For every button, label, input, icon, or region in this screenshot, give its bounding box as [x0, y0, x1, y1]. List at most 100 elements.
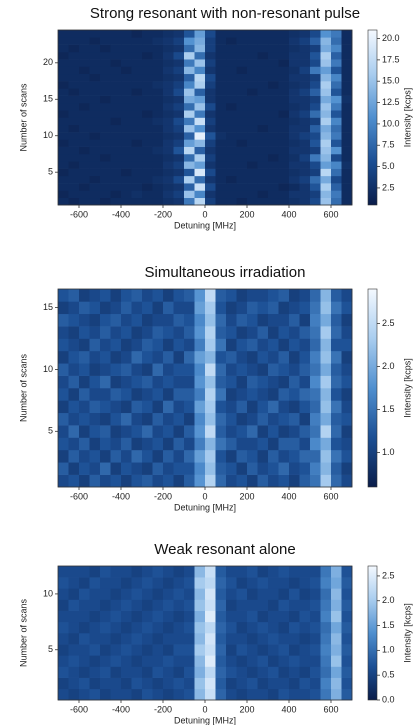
heatmap-cell — [142, 437, 153, 451]
heatmap-cell — [278, 30, 290, 38]
x-tick-label: -400 — [112, 209, 130, 219]
heatmap-cell — [205, 610, 216, 623]
heatmap-cell — [289, 437, 300, 451]
heatmap-cell — [320, 73, 332, 82]
heatmap-cell — [299, 363, 311, 376]
heatmap-cell — [268, 599, 279, 611]
heatmap-cell — [236, 289, 248, 302]
heatmap-cell — [142, 110, 153, 118]
y-axis-label: Number of scans — [18, 353, 28, 422]
heatmap-cell — [79, 425, 90, 438]
heatmap-cell — [226, 644, 237, 656]
colorbar-tick-label: 17.5 — [382, 54, 400, 64]
heatmap-cell — [205, 95, 216, 104]
heatmap-cell — [268, 30, 279, 38]
heatmap-cell — [299, 168, 311, 177]
heatmap-cell — [89, 599, 101, 611]
heatmap-cell — [131, 375, 143, 389]
heatmap-cell — [205, 425, 216, 438]
heatmap-cell — [184, 59, 195, 67]
heatmap-cell — [58, 81, 69, 89]
heatmap-cell — [163, 566, 174, 578]
heatmap-cell — [89, 30, 101, 38]
heatmap-cell — [247, 655, 258, 667]
heatmap-cell — [215, 190, 227, 199]
heatmap-cell — [257, 610, 269, 623]
heatmap-cell — [131, 88, 143, 96]
heatmap-cell — [152, 655, 164, 667]
heatmap-cell — [341, 599, 353, 611]
heatmap-cell — [152, 375, 164, 389]
heatmap-cell — [215, 81, 227, 89]
heatmap-cell — [100, 175, 111, 184]
heatmap-cell — [131, 30, 143, 38]
heatmap-cell — [58, 412, 69, 426]
heatmap-cell — [289, 375, 300, 389]
heatmap-cell — [152, 117, 164, 126]
heatmap-cell — [331, 688, 342, 701]
heatmap-cell — [236, 350, 248, 364]
heatmap-cell — [310, 73, 321, 82]
heatmap-cell — [257, 30, 269, 38]
heatmap-cell — [163, 161, 174, 169]
heatmap-cell — [131, 449, 143, 463]
heatmap-cell — [299, 588, 311, 600]
heatmap-cell — [79, 37, 90, 45]
y-tick-label: 15 — [43, 94, 53, 104]
heatmap-cell — [142, 289, 153, 302]
heatmap-cell — [236, 610, 248, 623]
heatmap-cell — [121, 363, 132, 376]
heatmap-cell — [205, 289, 216, 302]
heatmap-cell — [205, 197, 216, 206]
heatmap-cell — [257, 633, 269, 645]
heatmap-cell — [268, 289, 279, 302]
heatmap-cell — [121, 375, 132, 389]
heatmap-cell — [236, 633, 248, 645]
heatmap-cell — [79, 183, 90, 191]
heatmap-cell — [215, 168, 227, 177]
heatmap-cell — [289, 688, 300, 701]
heatmap-cell — [278, 81, 290, 89]
heatmap-cell — [247, 51, 258, 60]
heatmap-cell — [131, 425, 143, 438]
heatmap-cell — [215, 412, 227, 426]
heatmap-cell — [152, 326, 164, 339]
heatmap-cell — [79, 599, 90, 611]
heatmap-cell — [257, 124, 269, 133]
heatmap-cell — [194, 66, 206, 75]
heatmap-cell — [226, 599, 237, 611]
heatmap-cell — [268, 110, 279, 118]
heatmap-cell — [278, 139, 290, 147]
heatmap-cell — [142, 449, 153, 463]
y-tick-label: 15 — [43, 302, 53, 312]
heatmap-cell — [100, 139, 111, 147]
heatmap-cell — [226, 37, 237, 45]
heatmap-cell — [89, 301, 101, 315]
heatmap-cell — [110, 66, 122, 75]
heatmap-cell — [257, 375, 269, 389]
heatmap-cell — [184, 400, 195, 414]
heatmap-cell — [226, 81, 237, 89]
heatmap-cell — [320, 462, 332, 475]
heatmap-cell — [226, 73, 237, 82]
heatmap-cell — [121, 183, 132, 191]
x-tick-label: -600 — [70, 491, 88, 501]
heatmap-cell — [194, 425, 206, 438]
heatmap-cell — [89, 197, 101, 206]
heatmap-cell — [278, 124, 290, 133]
heatmap-cell — [320, 621, 332, 634]
heatmap-cell — [310, 566, 321, 578]
heatmap-cell — [310, 588, 321, 600]
heatmap-cell — [89, 425, 101, 438]
heatmap-cell — [299, 666, 311, 678]
heatmap-cell — [247, 677, 258, 690]
heatmap-cell — [299, 462, 311, 475]
heatmap-cell — [173, 666, 185, 678]
heatmap-cell — [142, 183, 153, 191]
heatmap-cell — [341, 688, 353, 701]
heatmap-cell — [100, 621, 111, 634]
heatmap-cell — [310, 132, 321, 140]
heatmap-cell — [341, 412, 353, 426]
heatmap-cell — [163, 437, 174, 451]
heatmap-cell — [163, 146, 174, 155]
